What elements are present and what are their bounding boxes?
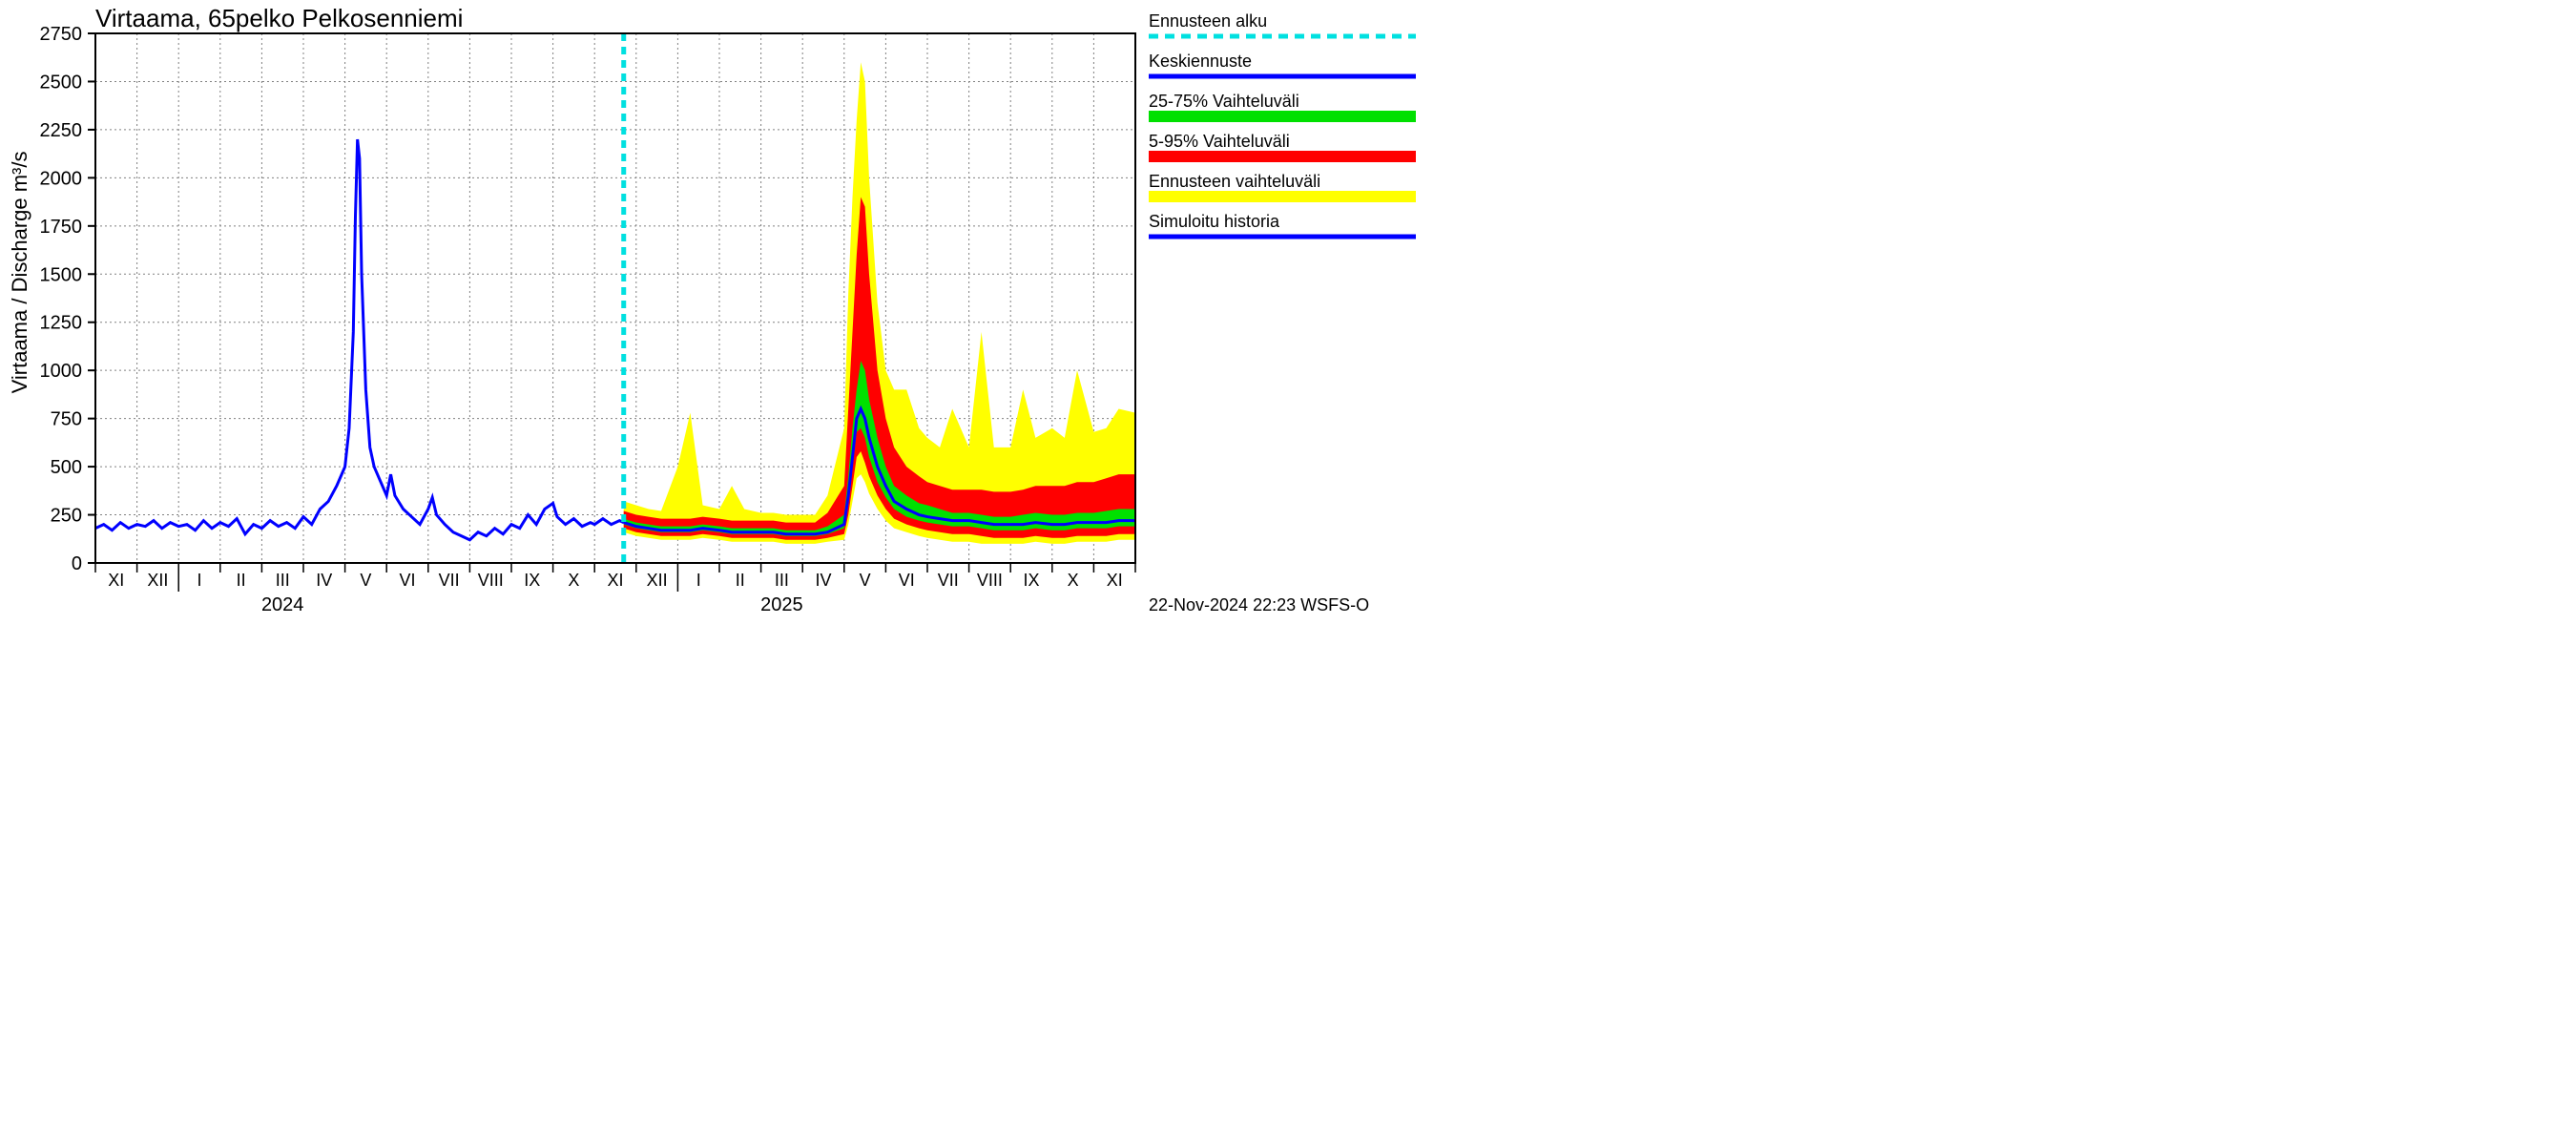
month-label: II <box>237 571 246 590</box>
month-label: I <box>696 571 701 590</box>
chart-container: 0 250 500 750 1000 1250 1500 1750 2000 2250 2500 27… <box>0 0 1431 636</box>
legend-label-p5_95: 5-95% Vaihteluväli <box>1149 132 1290 151</box>
legend-label-full_range: Ennusteen vaihteluväli <box>1149 172 1320 191</box>
legend-label-forecast_start: Ennusteen alku <box>1149 11 1267 31</box>
month-label: VII <box>439 571 460 590</box>
month-label: VIII <box>977 571 1003 590</box>
month-label: IX <box>1023 571 1039 590</box>
legend-label-p25_75: 25-75% Vaihteluväli <box>1149 92 1299 111</box>
y-axis-label: Virtaama / Discharge m³/s <box>8 151 31 393</box>
month-label: V <box>860 571 871 590</box>
ytick-label: 2500 <box>40 72 83 93</box>
month-label: XII <box>647 571 668 590</box>
month-label: IV <box>815 571 831 590</box>
month-label: XI <box>1107 571 1123 590</box>
legend-label-mean_forecast: Keskiennuste <box>1149 52 1252 71</box>
month-label: VII <box>938 571 959 590</box>
year-label: 2025 <box>760 594 803 615</box>
month-label: I <box>197 571 201 590</box>
ytick-label: 1500 <box>40 264 83 285</box>
month-label: III <box>775 571 789 590</box>
month-label: X <box>1068 571 1079 590</box>
month-label: XII <box>147 571 168 590</box>
ytick-label: 2750 <box>40 24 83 45</box>
ytick-label: 500 <box>51 457 82 478</box>
legend-swatch-full_range <box>1149 191 1416 202</box>
month-label: VI <box>399 571 415 590</box>
month-label: II <box>736 571 745 590</box>
ytick-label: 250 <box>51 506 82 527</box>
chart-title: Virtaama, 65pelko Pelkosenniemi <box>95 4 463 32</box>
footer-text: 22-Nov-2024 22:23 WSFS-O <box>1149 595 1369 614</box>
month-label: IX <box>524 571 540 590</box>
month-label: XI <box>108 571 124 590</box>
ytick-label: 750 <box>51 409 82 430</box>
ytick-label: 1000 <box>40 361 83 382</box>
ytick-label: 2000 <box>40 168 83 189</box>
month-label: V <box>360 571 371 590</box>
ytick-label: 1250 <box>40 313 83 334</box>
year-label: 2024 <box>261 594 304 615</box>
month-label: VI <box>899 571 915 590</box>
legend-swatch-p5_95 <box>1149 151 1416 162</box>
ytick-label: 1750 <box>40 217 83 238</box>
month-label: III <box>276 571 290 590</box>
legend-label-simulated_history: Simuloitu historia <box>1149 212 1280 231</box>
discharge-chart: 0 250 500 750 1000 1250 1500 1750 2000 2250 2500 27… <box>0 0 1431 636</box>
ytick-label: 0 <box>72 553 82 574</box>
legend-swatch-p25_75 <box>1149 111 1416 122</box>
month-label: XI <box>607 571 623 590</box>
month-label: IV <box>316 571 332 590</box>
ytick-label: 2250 <box>40 120 83 141</box>
history-line <box>95 139 624 540</box>
month-label: VIII <box>478 571 504 590</box>
month-label: X <box>568 571 579 590</box>
